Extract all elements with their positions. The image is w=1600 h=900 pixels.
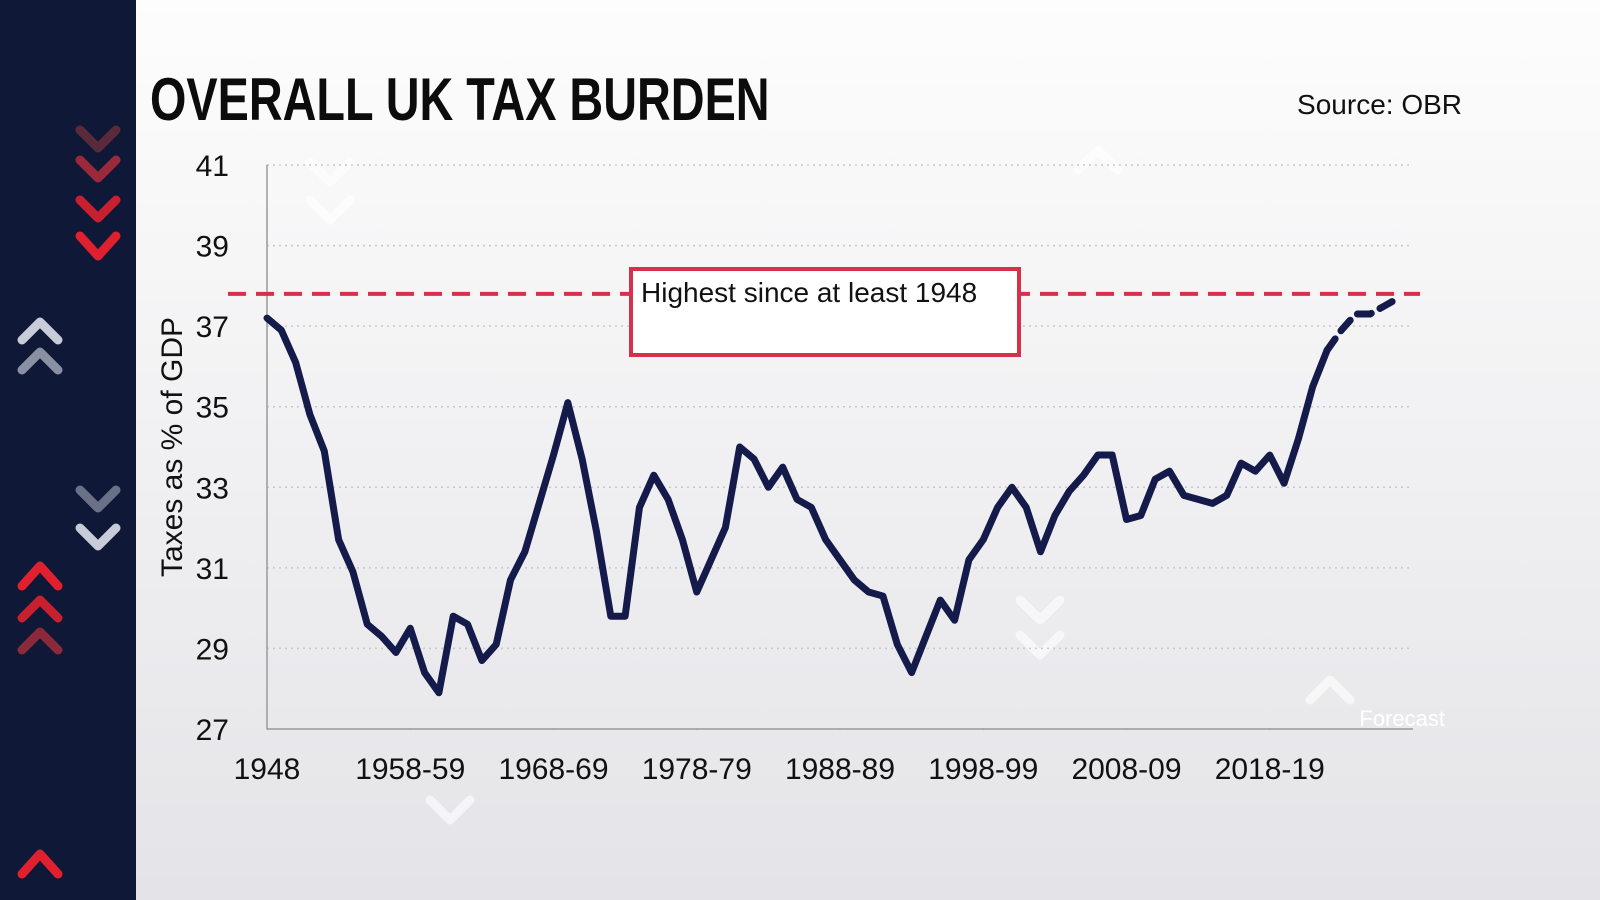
forecast-label: Forecast bbox=[1359, 706, 1445, 731]
x-tick-label: 1998-99 bbox=[928, 753, 1038, 786]
y-tick-label: 31 bbox=[196, 553, 229, 586]
data-line bbox=[263, 314, 1331, 697]
x-tick-label: 1978-79 bbox=[642, 753, 752, 786]
x-tick-label: 2008-09 bbox=[1071, 753, 1181, 786]
decor-chevrons bbox=[17, 125, 1355, 879]
x-tick-label: 2018-19 bbox=[1215, 753, 1325, 786]
y-tick-label: 41 bbox=[196, 150, 229, 183]
chart-title: OVERALL UK TAX BURDEN bbox=[150, 66, 770, 133]
x-tick-label: 1958-59 bbox=[355, 753, 465, 786]
y-tick-label: 29 bbox=[196, 633, 229, 666]
y-tick-label: 35 bbox=[196, 392, 229, 425]
annotation: Highest since at least 1948 bbox=[629, 267, 1021, 357]
sidebar bbox=[0, 0, 136, 900]
x-tick-label: 1948 bbox=[234, 753, 301, 786]
y-tick-label: 37 bbox=[196, 311, 229, 344]
y-tick-label: 27 bbox=[196, 714, 229, 747]
source: Source: OBR bbox=[1297, 89, 1462, 120]
y-axis-label: Taxes as % of GDP bbox=[156, 317, 189, 577]
y-tick-label: 39 bbox=[196, 231, 229, 264]
y-tick-label: 33 bbox=[196, 472, 229, 505]
forecast-line bbox=[1323, 294, 1403, 354]
x-tick-label: 1988-89 bbox=[785, 753, 895, 786]
x-tick-label: 1968-69 bbox=[498, 753, 608, 786]
